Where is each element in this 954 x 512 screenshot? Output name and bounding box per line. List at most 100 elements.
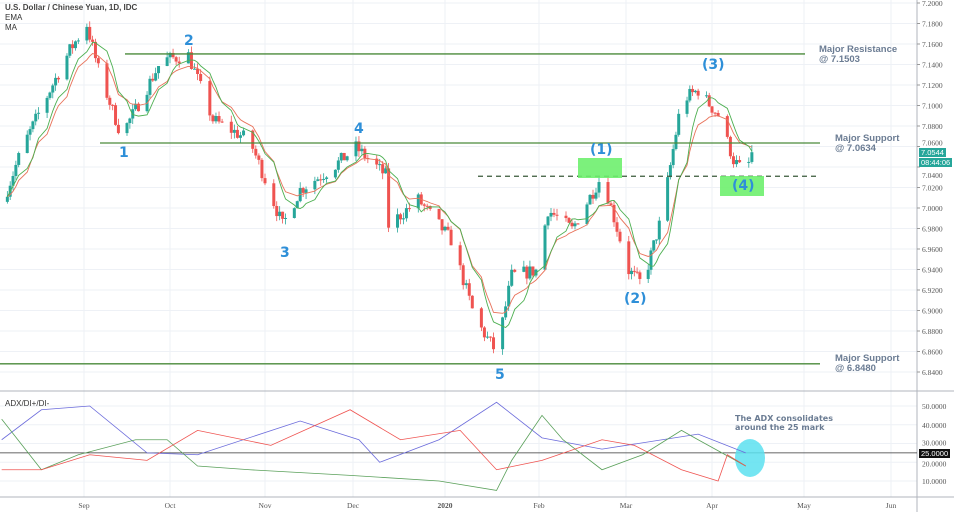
candle xyxy=(513,268,517,273)
ema-line xyxy=(7,53,753,314)
candle xyxy=(588,194,592,205)
indicator-ema[interactable]: EMA xyxy=(5,13,23,22)
candle xyxy=(76,38,80,45)
price-tick-label: 7.0400 xyxy=(922,171,943,180)
time-tick-label: 2020 xyxy=(438,501,453,510)
candle-body xyxy=(375,158,379,165)
candle xyxy=(345,155,349,162)
candle xyxy=(242,127,246,137)
candle-body xyxy=(528,266,532,279)
candle xyxy=(298,182,302,203)
candle-body xyxy=(531,266,535,276)
candle xyxy=(479,306,483,332)
chart-legend: U.S. Dollar / Chinese Yuan, 1D, IDC EMA … xyxy=(5,3,137,33)
wave-label-c1: (1) xyxy=(590,142,613,158)
candle-body xyxy=(618,231,622,242)
candle-body xyxy=(615,222,619,232)
candle-body xyxy=(114,105,118,125)
indicator-adx[interactable]: ADX/DI+/DI- xyxy=(5,399,50,408)
candle xyxy=(354,136,358,161)
price-tick-label: 6.8400 xyxy=(922,368,943,377)
candle xyxy=(725,114,729,139)
price-tick-label: 7.0000 xyxy=(922,204,943,213)
candle xyxy=(128,117,132,129)
candle-body xyxy=(573,223,577,227)
candle xyxy=(401,212,405,225)
candle-body xyxy=(704,95,708,97)
candle-body xyxy=(422,204,426,206)
candle-body xyxy=(677,113,681,135)
candle xyxy=(564,211,568,222)
candle-body xyxy=(646,269,650,279)
candle-body xyxy=(585,204,589,225)
candle xyxy=(531,266,535,279)
candle xyxy=(105,59,109,100)
candle-body xyxy=(488,336,492,338)
candle-body xyxy=(688,88,692,101)
candle xyxy=(295,200,299,209)
candle-body xyxy=(735,160,739,165)
price-tick-label: 7.1000 xyxy=(922,102,943,111)
candle-body xyxy=(725,116,729,137)
candle xyxy=(177,56,181,68)
candle-body xyxy=(555,214,559,216)
candle xyxy=(229,115,233,139)
candle xyxy=(65,53,69,81)
candle-body xyxy=(710,106,714,113)
candle xyxy=(591,189,595,204)
candle xyxy=(37,107,41,120)
candle-body xyxy=(111,104,115,106)
candle-body xyxy=(685,100,689,114)
candle-body xyxy=(713,112,717,114)
candle xyxy=(594,187,598,201)
candle-body xyxy=(199,73,203,82)
candle-body xyxy=(85,26,89,41)
candle-body xyxy=(339,152,343,161)
candle xyxy=(322,173,326,183)
candle-body xyxy=(728,136,732,157)
candle xyxy=(278,206,282,221)
candle-body xyxy=(588,194,592,205)
candle-body xyxy=(11,176,15,186)
candle-body xyxy=(549,212,553,217)
candle-body xyxy=(470,295,474,309)
candle xyxy=(304,186,308,199)
candle-body xyxy=(96,58,100,64)
candle-body xyxy=(136,103,140,112)
candle xyxy=(422,202,426,212)
time-tick-label: Oct xyxy=(165,501,177,510)
candle xyxy=(17,151,21,168)
candle-body xyxy=(14,164,18,177)
candle-body xyxy=(25,134,29,154)
candle-body xyxy=(292,208,296,218)
candle xyxy=(73,40,77,51)
price-tick-label: 7.1800 xyxy=(922,20,943,29)
candle-body xyxy=(217,116,221,122)
candle-body xyxy=(322,178,326,180)
candle-body xyxy=(88,26,92,40)
candle xyxy=(196,63,200,81)
candle xyxy=(251,129,255,153)
time-tick-label: Sep xyxy=(78,501,90,510)
indicator-ma[interactable]: MA xyxy=(5,23,17,32)
price-tick-label: 6.9600 xyxy=(922,245,943,254)
candle xyxy=(668,162,672,180)
candle-body xyxy=(319,179,323,181)
candle xyxy=(677,109,681,137)
candle-body xyxy=(73,41,77,49)
candle xyxy=(116,118,120,135)
candle xyxy=(507,280,511,311)
wave-label-3: 3 xyxy=(280,245,290,261)
candle-body xyxy=(177,61,181,64)
candle-body xyxy=(693,90,697,93)
candle-body xyxy=(668,165,672,178)
symbol-title[interactable]: U.S. Dollar / Chinese Yuan, 1D, IDC xyxy=(5,3,138,12)
candle-body xyxy=(68,44,72,56)
candle xyxy=(396,208,400,233)
adx-note: The ADX consolidates around the 25 mark xyxy=(735,414,833,432)
candle-body xyxy=(404,208,408,219)
candle-body xyxy=(398,214,402,220)
candle-body xyxy=(543,225,547,270)
candle-body xyxy=(48,92,52,98)
